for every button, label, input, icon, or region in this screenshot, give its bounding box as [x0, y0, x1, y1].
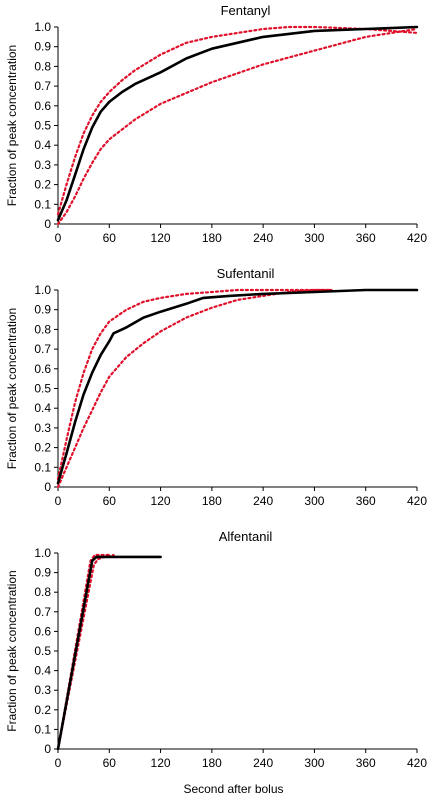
x-tick-label: 60 — [103, 756, 117, 770]
y-tick-label: 0.6 — [34, 362, 51, 376]
y-tick-label: 0.2 — [34, 441, 51, 455]
chart-title: Alfentanil — [219, 529, 273, 544]
x-tick-label: 60 — [103, 494, 117, 508]
y-tick-label: 0.9 — [34, 40, 51, 54]
chart-panel-fentanyl: Fentanyl 0 0.1 0.2 0.3 0.4 0.5 0.6 0.7 0.8 0.9 1.0 0… — [5, 3, 427, 245]
x-tick-label: 180 — [202, 494, 222, 508]
y-tick-label: 0.6 — [34, 99, 51, 113]
y-tick-label: 0.8 — [34, 322, 51, 336]
series-line-upper — [56, 25, 419, 216]
series-line-upper — [56, 553, 111, 751]
x-tick-label: 120 — [151, 231, 171, 245]
y-tick-label: 0.9 — [34, 303, 51, 317]
y-tick-label: 0.9 — [34, 566, 51, 580]
x-tick-label: 0 — [55, 494, 62, 508]
y-tick-label: 0.1 — [34, 460, 51, 474]
y-tick-label: 0.3 — [34, 421, 51, 435]
x-tick-label: 300 — [304, 756, 324, 770]
y-tick-label: 0 — [44, 217, 51, 231]
y-tick-label: 0.3 — [34, 158, 51, 172]
y-tick-label: 0.5 — [34, 119, 51, 133]
x-tick-label: 0 — [55, 756, 62, 770]
series-line-mean — [56, 25, 419, 222]
series-line-mean — [56, 555, 162, 751]
x-tick-label: 60 — [103, 231, 117, 245]
x-tick-label: 420 — [407, 231, 427, 245]
y-axis-label: Fraction of peak concentration — [5, 570, 19, 731]
chart-title: Sufentanil — [217, 266, 275, 281]
x-tick-label: 120 — [151, 494, 171, 508]
y-axis-label: Fraction of peak concentration — [5, 308, 19, 469]
y-tick-label: 1.0 — [34, 20, 51, 34]
x-tick-label: 240 — [253, 494, 273, 508]
chart-panel-alfentanil: Alfentanil 0 0.1 0.2 0.3 0.4 0.5 0.6 0.7 0.8 0.9 1.… — [5, 529, 427, 796]
chart-title: Fentanyl — [221, 3, 271, 18]
series-line-mean — [56, 288, 419, 485]
y-tick-label: 0.7 — [34, 79, 51, 93]
y-tick-label: 0 — [44, 742, 51, 756]
chart-panel-sufentanil: Sufentanil 0 0.1 0.2 0.3 0.4 0.5 0.6 0.7 0.8 0.9 1.… — [5, 266, 427, 508]
y-tick-label: 0.7 — [34, 342, 51, 356]
x-tick-label: 360 — [356, 494, 376, 508]
y-tick-label: 0.8 — [34, 585, 51, 599]
x-tick-label: 120 — [151, 756, 171, 770]
y-tick-label: 0.4 — [34, 401, 51, 415]
y-tick-label: 0.4 — [34, 138, 51, 152]
y-tick-label: 0.6 — [34, 624, 51, 638]
y-tick-label: 1.0 — [34, 283, 51, 297]
y-tick-label: 0.8 — [34, 59, 51, 73]
x-tick-label: 0 — [55, 231, 62, 245]
x-tick-label: 360 — [356, 231, 376, 245]
x-tick-label: 240 — [253, 756, 273, 770]
y-tick-label: 0.4 — [34, 664, 51, 678]
series-line-lower — [56, 288, 333, 489]
y-tick-label: 0.5 — [34, 644, 51, 658]
x-tick-label: 300 — [304, 494, 324, 508]
y-tick-label: 0.1 — [34, 722, 51, 736]
x-axis-label: Second after bolus — [183, 782, 283, 796]
series-line-lower — [56, 27, 419, 226]
x-tick-label: 180 — [202, 756, 222, 770]
y-tick-label: 0 — [44, 480, 51, 494]
x-tick-label: 300 — [304, 231, 324, 245]
x-tick-label: 420 — [407, 756, 427, 770]
x-tick-label: 240 — [253, 231, 273, 245]
y-tick-label: 0.1 — [34, 197, 51, 211]
y-tick-label: 1.0 — [34, 546, 51, 560]
x-tick-label: 360 — [356, 756, 376, 770]
series-line-upper — [56, 288, 333, 481]
x-tick-label: 420 — [407, 494, 427, 508]
y-tick-label: 0.7 — [34, 605, 51, 619]
y-tick-label: 0.5 — [34, 382, 51, 396]
y-tick-label: 0.3 — [34, 683, 51, 697]
y-tick-label: 0.2 — [34, 703, 51, 717]
x-tick-label: 180 — [202, 231, 222, 245]
y-tick-label: 0.2 — [34, 178, 51, 192]
y-axis-label: Fraction of peak concentration — [5, 45, 19, 206]
